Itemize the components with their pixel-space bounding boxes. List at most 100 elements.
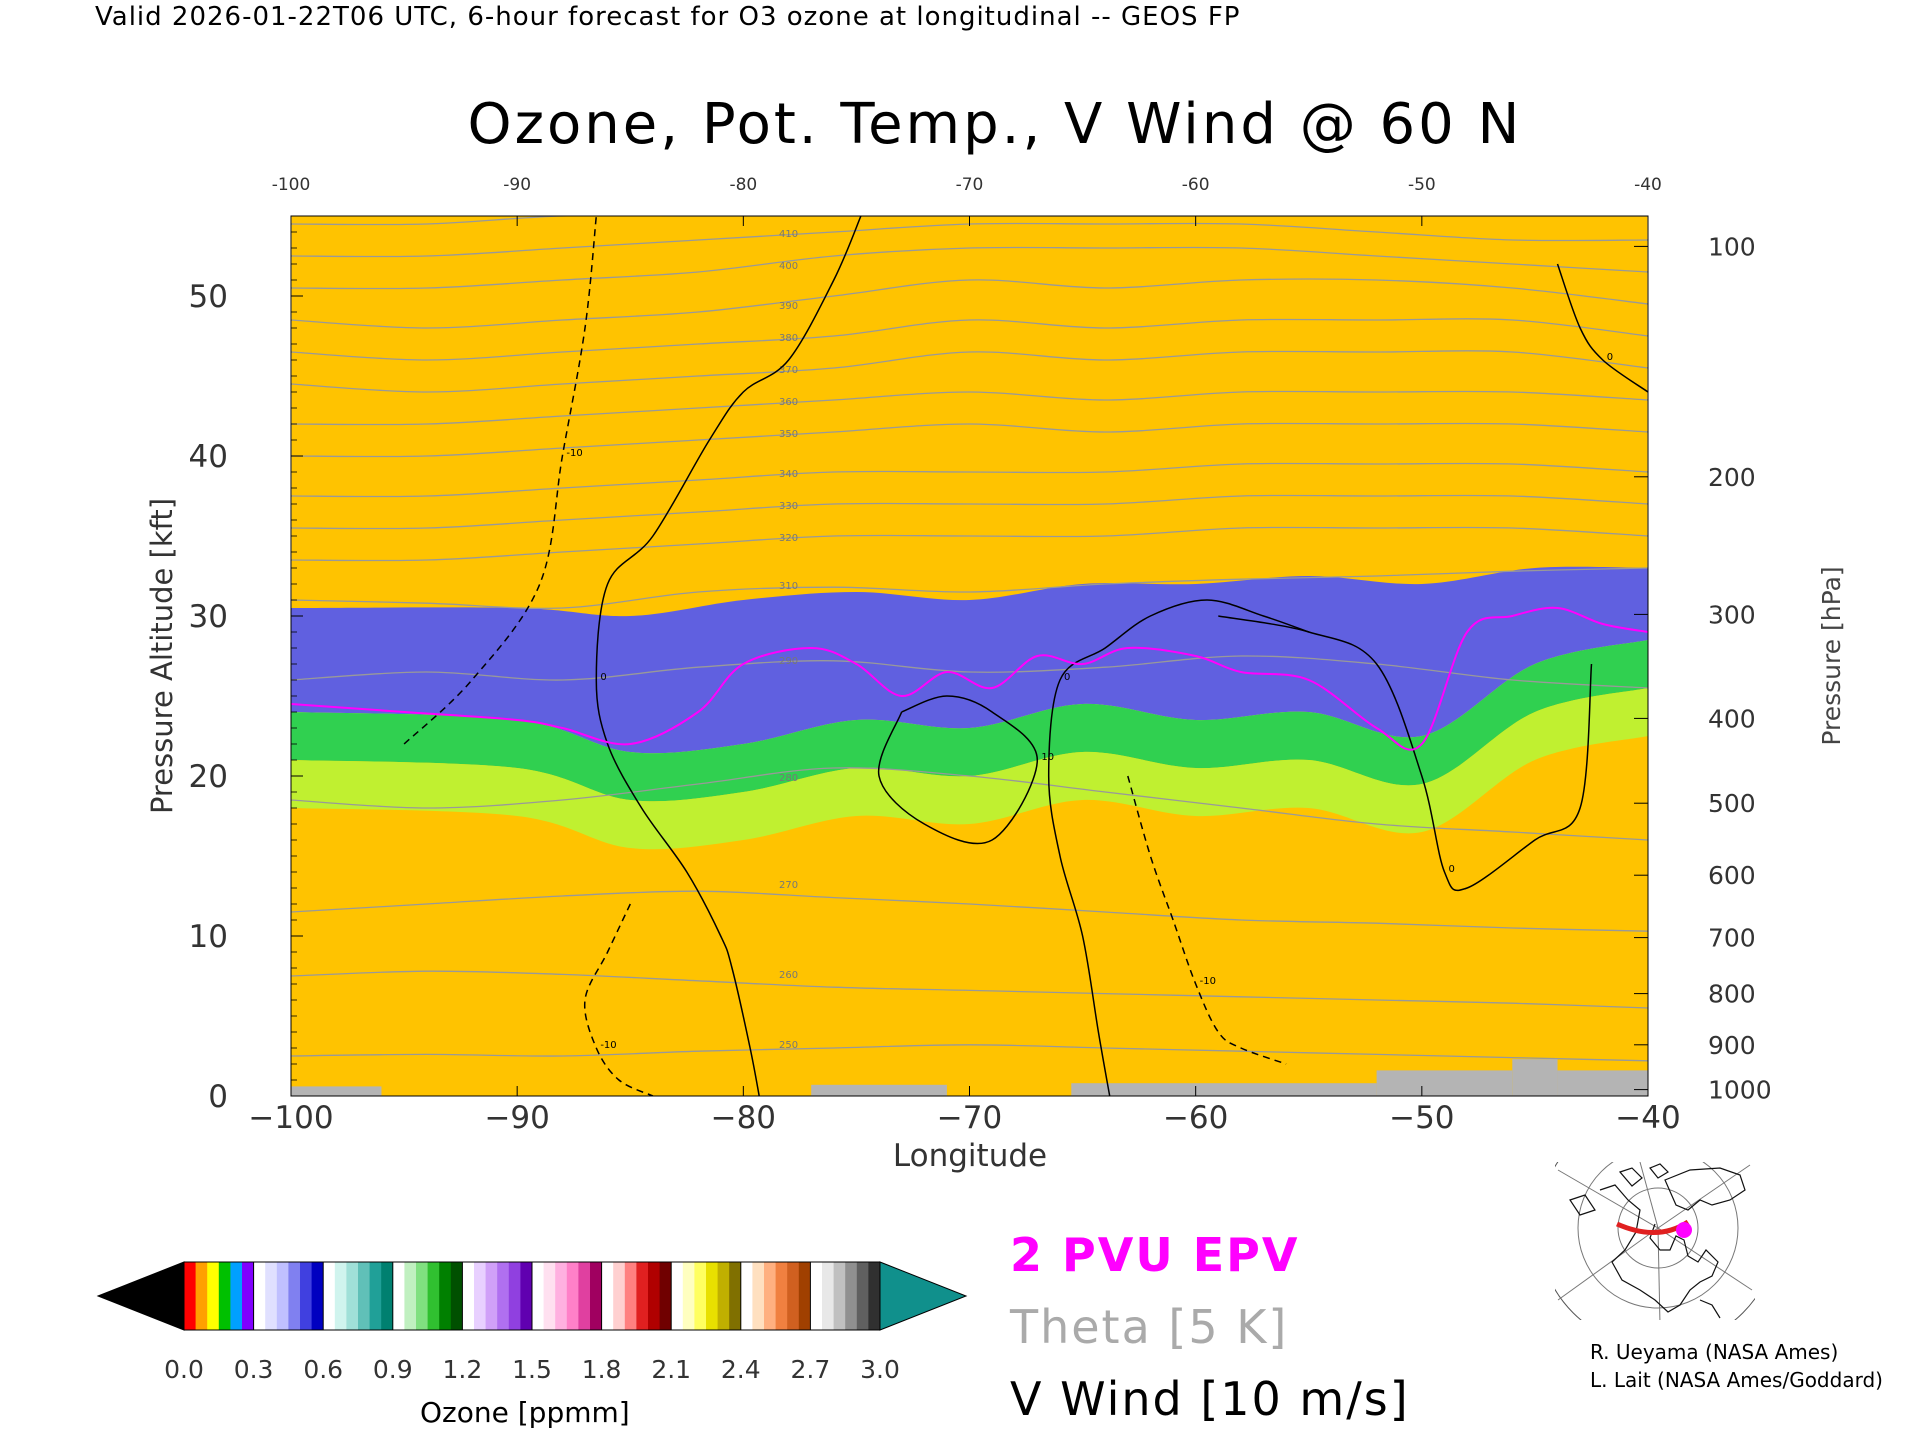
theta-label-250: 250 (779, 1040, 798, 1051)
epv-2pvu-contour (291, 606, 1648, 751)
colorbar-swatch-39 (636, 1262, 649, 1330)
colorbar-swatch-14 (346, 1262, 359, 1330)
theta-label-260: 260 (779, 970, 798, 981)
colorbar-swatch-46 (717, 1262, 730, 1330)
theta-line-350 (291, 422, 1648, 458)
colorbar-swatch-24 (462, 1262, 475, 1330)
y2-tick-label-9: 1000 (1708, 1076, 1772, 1105)
x-top-tick-label-2: -80 (729, 175, 757, 195)
x-top-tick-label-1: -90 (503, 175, 531, 195)
theta-line-260 (291, 970, 1648, 1009)
v-wind-line-3 (877, 695, 1039, 845)
colorbar-high-arrow (879, 1261, 968, 1331)
v-wind-line-2 (1218, 615, 1593, 892)
y-tick-label-1: 10 (189, 919, 228, 955)
colorbar-tick-label-0: 0.0 (164, 1355, 204, 1384)
colorbar-swatch-34 (578, 1262, 591, 1330)
theta-label-330: 330 (779, 501, 798, 512)
header-caption: Valid 2026-01-22T06 UTC, 6-hour forecast… (95, 2, 1241, 32)
credit-line-2: L. Lait (NASA Ames/Goddard) (1590, 1368, 1883, 1392)
terrain-block-4 (1512, 1059, 1558, 1096)
colorbar-swatch-21 (427, 1262, 440, 1330)
colorbar-swatch-42 (671, 1262, 684, 1330)
colorbar-swatch-43 (682, 1262, 695, 1330)
colorbar-swatch-59 (868, 1262, 881, 1330)
colorbar-swatch-44 (694, 1262, 707, 1330)
colorbar-swatch-35 (590, 1262, 603, 1330)
theta-line-400 (291, 246, 1648, 290)
theta-label-270: 270 (779, 880, 798, 891)
colorbar-swatch-26 (485, 1262, 498, 1330)
x-tick-label-0: −100 (248, 1100, 333, 1136)
colorbar-swatch-11 (311, 1262, 324, 1330)
colorbar-tick-label-10: 3.0 (860, 1355, 900, 1384)
v-wind-line-5 (403, 216, 598, 745)
y2-axis-label: Pressure [hPa] (1817, 566, 1846, 745)
theta-label-410: 410 (779, 229, 798, 240)
colorbar-swatch-2 (207, 1262, 220, 1330)
colorbar-swatch-52 (787, 1262, 800, 1330)
x-top-tick-label-4: -60 (1182, 175, 1210, 195)
colorbar-swatch-17 (381, 1262, 394, 1330)
legend-epv: 2 PVU EPV (1010, 1228, 1300, 1282)
theta-contours: 250 260 270 280 290 310 320 330 340 350 360 370 380 3… (291, 216, 1648, 1062)
y2-tick-label-6: 700 (1708, 924, 1756, 953)
y2-tick-label-1: 200 (1708, 463, 1756, 492)
terrain-block-3 (1376, 1070, 1513, 1096)
y-tick-label-4: 40 (189, 439, 228, 475)
ozone-band-lime (291, 688, 1648, 850)
theta-label-340: 340 (779, 469, 798, 480)
colorbar-swatch-30 (532, 1262, 545, 1330)
v-wind-label-7: -10 (600, 1040, 616, 1051)
y2-tick-label-4: 500 (1708, 789, 1756, 818)
colorbar-swatch-9 (288, 1262, 301, 1330)
v-wind-label-1: 0 (1064, 672, 1070, 683)
axes: −100-100−90-90−80-80−70-70−60-60−50-50−4… (189, 175, 1772, 1136)
ozone-band-tropopause (291, 566, 1648, 754)
theta-line-270 (291, 890, 1648, 932)
colorbar-swatch-41 (659, 1262, 672, 1330)
colorbar-swatch-32 (555, 1262, 568, 1330)
colorbar-swatch-38 (624, 1262, 637, 1330)
colorbar-tick-label-9: 2.7 (791, 1355, 831, 1384)
x-tick-label-6: −40 (1615, 1100, 1680, 1136)
colorbar-swatch-36 (601, 1262, 614, 1330)
colorbar-swatch-1 (195, 1262, 208, 1330)
colorbar-swatch-10 (300, 1262, 313, 1330)
colorbar-swatch-51 (775, 1262, 788, 1330)
x-tick-label-3: −70 (937, 1100, 1002, 1136)
colorbar-tick-label-3: 0.9 (373, 1355, 413, 1384)
theta-line-250 (291, 1044, 1648, 1062)
theta-line-390 (291, 278, 1648, 329)
colorbar-swatch-15 (358, 1262, 371, 1330)
theta-line-360 (291, 390, 1648, 426)
theta-label-320: 320 (779, 533, 798, 544)
v-wind-label-0: 0 (600, 672, 606, 683)
colorbar-swatch-55 (822, 1262, 835, 1330)
colorbar-tick-label-5: 1.5 (512, 1355, 552, 1384)
theta-label-310: 310 (779, 581, 798, 592)
colorbar-swatch-28 (508, 1262, 521, 1330)
colorbar-swatch-56 (833, 1262, 846, 1330)
colorbar-low-arrow (96, 1261, 185, 1331)
colorbar-label: Ozone [ppmm] (420, 1396, 630, 1429)
colorbar-tick-label-4: 1.2 (443, 1355, 483, 1384)
ozone-colorbar: 0.0 0.3 0.6 0.9 1.2 1.5 1.8 2.1 2.4 2.7 3.0 (96, 1261, 968, 1384)
colorbar-swatch-20 (416, 1262, 429, 1330)
theta-line-340 (291, 462, 1648, 498)
y2-tick-label-3: 400 (1708, 704, 1756, 733)
theta-label-380: 380 (779, 333, 798, 344)
colorbar-swatch-53 (798, 1262, 811, 1330)
terrain-block-1 (811, 1084, 947, 1096)
y2-tick-label-0: 100 (1708, 232, 1756, 261)
epv-line (291, 606, 1648, 751)
y-tick-label-3: 30 (189, 599, 228, 635)
y-axis-label: Pressure Altitude [kft] (145, 498, 179, 814)
colorbar-swatch-4 (230, 1262, 243, 1330)
colorbar-swatch-31 (543, 1262, 556, 1330)
v-wind-label-4: 0 (1607, 352, 1613, 363)
colorbar-swatch-49 (752, 1262, 765, 1330)
colorbar-swatch-50 (764, 1262, 777, 1330)
terrain-block-2 (1071, 1083, 1377, 1096)
